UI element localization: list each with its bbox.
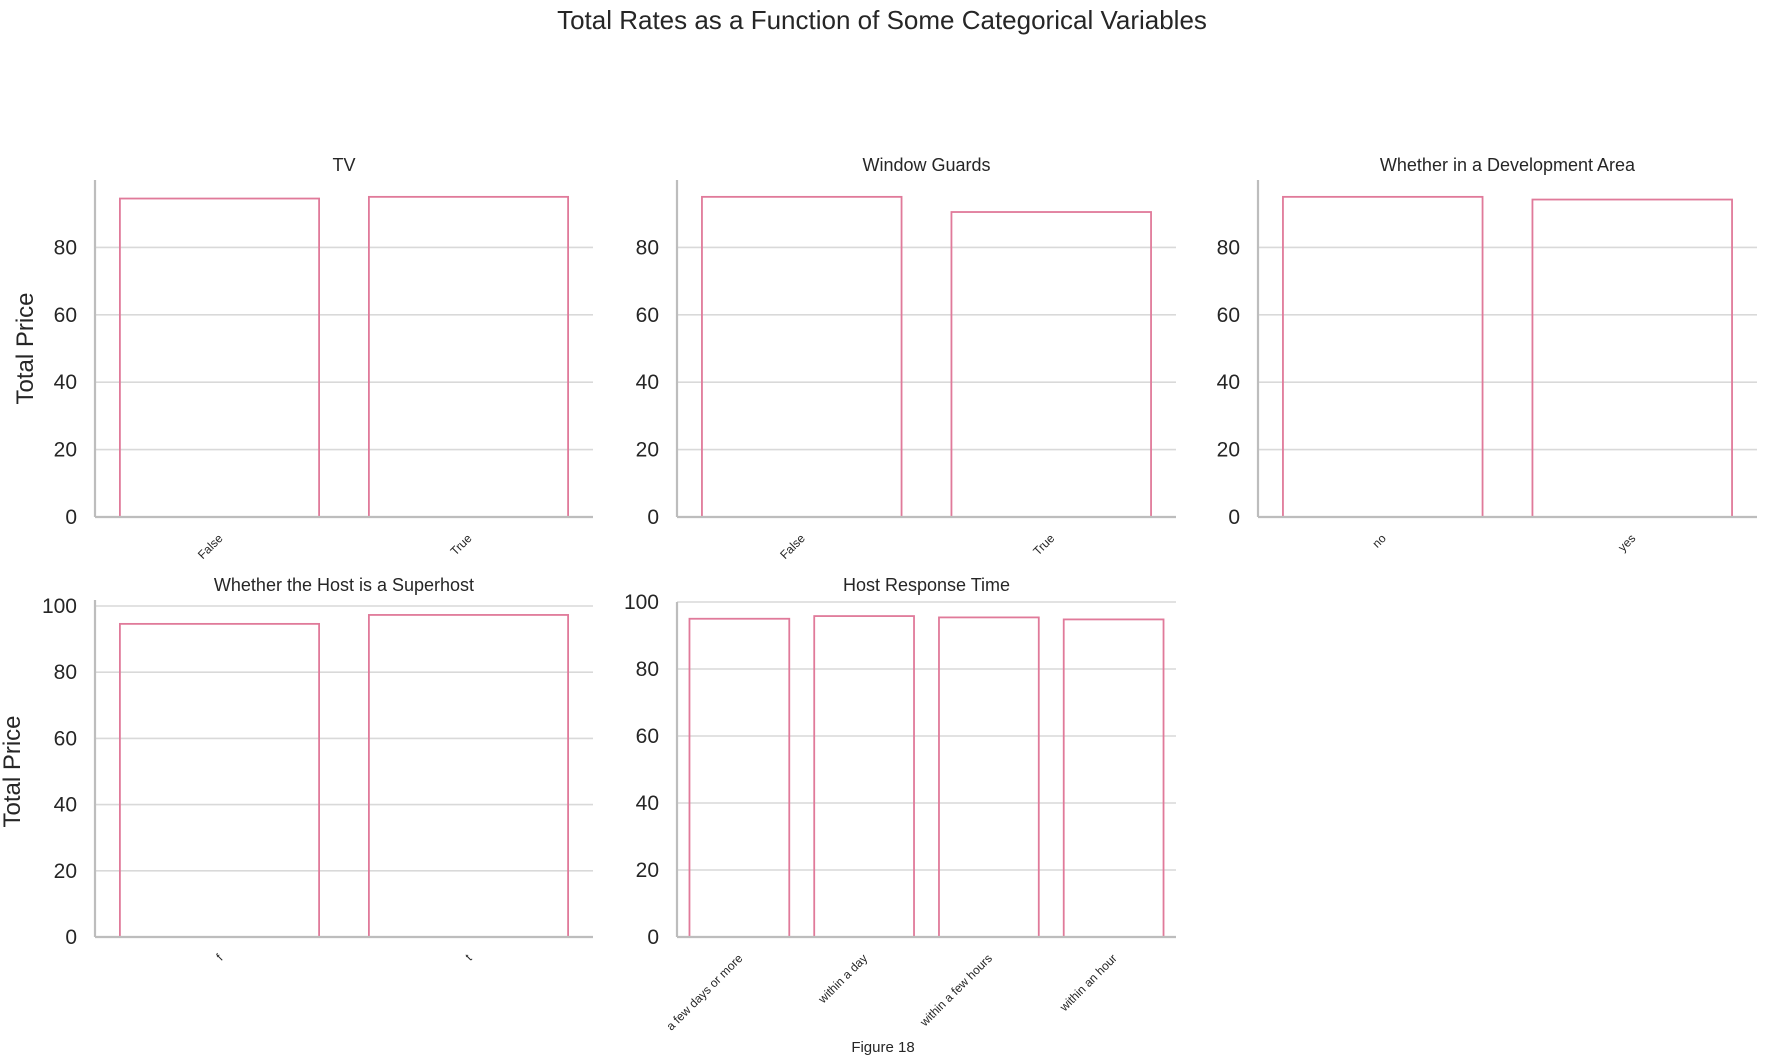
y-tick-label: 60 xyxy=(54,304,77,327)
bar-t xyxy=(367,614,569,938)
subplot-title: Host Response Time xyxy=(843,575,1010,595)
y-tick-label: 20 xyxy=(636,859,659,882)
y-tick-label: 40 xyxy=(54,371,77,394)
y-tick-label: 0 xyxy=(647,926,659,949)
x-tick-label: no xyxy=(1370,531,1390,551)
y-tick-label: 80 xyxy=(636,658,659,681)
subplot-2: False True 0 20 40 60 80 Window Guards xyxy=(636,155,1176,562)
x-tick-label: t xyxy=(462,951,475,964)
bar-no xyxy=(1282,195,1484,518)
y-tick-label: 60 xyxy=(636,304,659,327)
y-tick-label: 40 xyxy=(54,794,77,817)
subplot-title: Whether the Host is a Superhost xyxy=(214,575,474,595)
bar-True xyxy=(950,211,1152,518)
subplot-grid: False True 0 20 40 60 80 TV Total Price False True… xyxy=(0,155,1757,1033)
y-tick-label: 0 xyxy=(647,506,659,529)
bar-a-few-days-or-more xyxy=(688,617,791,938)
x-tick-label: yes xyxy=(1615,531,1638,554)
y-axis-label: Total Price xyxy=(0,715,26,827)
bar-False xyxy=(701,195,903,518)
bar-within-a-day xyxy=(813,615,915,938)
subplot-title: Whether in a Development Area xyxy=(1380,155,1636,175)
y-tick-label: 40 xyxy=(636,792,659,815)
bar-within-an-hour xyxy=(1062,618,1165,938)
x-tick-label: within a few hours xyxy=(916,951,995,1030)
x-tick-label: True xyxy=(1030,531,1057,558)
y-axis-label: Total Price xyxy=(12,292,39,404)
y-tick-label: 80 xyxy=(54,236,77,259)
subplot-5: a few days or more within a day within a f… xyxy=(624,575,1176,1033)
y-tick-label: 20 xyxy=(54,439,77,462)
x-tick-label: False xyxy=(195,531,226,562)
y-tick-label: 100 xyxy=(42,595,77,618)
bar-f xyxy=(119,622,320,938)
y-tick-label: 20 xyxy=(636,439,659,462)
y-tick-label: 60 xyxy=(1217,304,1240,327)
y-tick-label: 20 xyxy=(54,860,77,883)
y-tick-label: 40 xyxy=(636,371,659,394)
y-tick-label: 0 xyxy=(65,926,77,949)
y-tick-label: 40 xyxy=(1217,371,1240,394)
figure-suptitle: Total Rates as a Function of Some Catego… xyxy=(557,5,1207,35)
y-tick-label: 60 xyxy=(54,727,77,750)
x-tick-label: f xyxy=(213,951,226,964)
subplot-3: no yes 0 20 40 60 80 Whether in a Development A… xyxy=(1217,155,1757,554)
y-tick-label: 0 xyxy=(65,506,77,529)
x-tick-label: False xyxy=(777,531,808,562)
x-tick-label: a few days or more xyxy=(663,951,745,1033)
subplot-title: TV xyxy=(332,155,355,175)
subplot-1: False True 0 20 40 60 80 TV Total Price xyxy=(12,155,593,562)
x-tick-label: True xyxy=(448,531,475,558)
y-tick-label: 60 xyxy=(636,725,659,748)
y-tick-label: 0 xyxy=(1228,506,1240,529)
bar-False xyxy=(119,197,320,518)
subplot-title: Window Guards xyxy=(862,155,990,175)
bar-within-a-few-hours xyxy=(938,616,1040,938)
bar-True xyxy=(367,195,569,518)
x-tick-label: within a day xyxy=(815,951,870,1006)
figure-caption: Figure 18 xyxy=(851,1039,914,1056)
y-tick-label: 20 xyxy=(1217,439,1240,462)
y-tick-label: 80 xyxy=(54,661,77,684)
x-tick-label: within an hour xyxy=(1056,951,1119,1014)
subplot-4: f t 0 20 40 60 80 100 Whether the Host is a Supe… xyxy=(0,575,593,963)
y-tick-label: 100 xyxy=(624,591,659,614)
y-tick-label: 80 xyxy=(636,236,659,259)
y-tick-label: 80 xyxy=(1217,236,1240,259)
